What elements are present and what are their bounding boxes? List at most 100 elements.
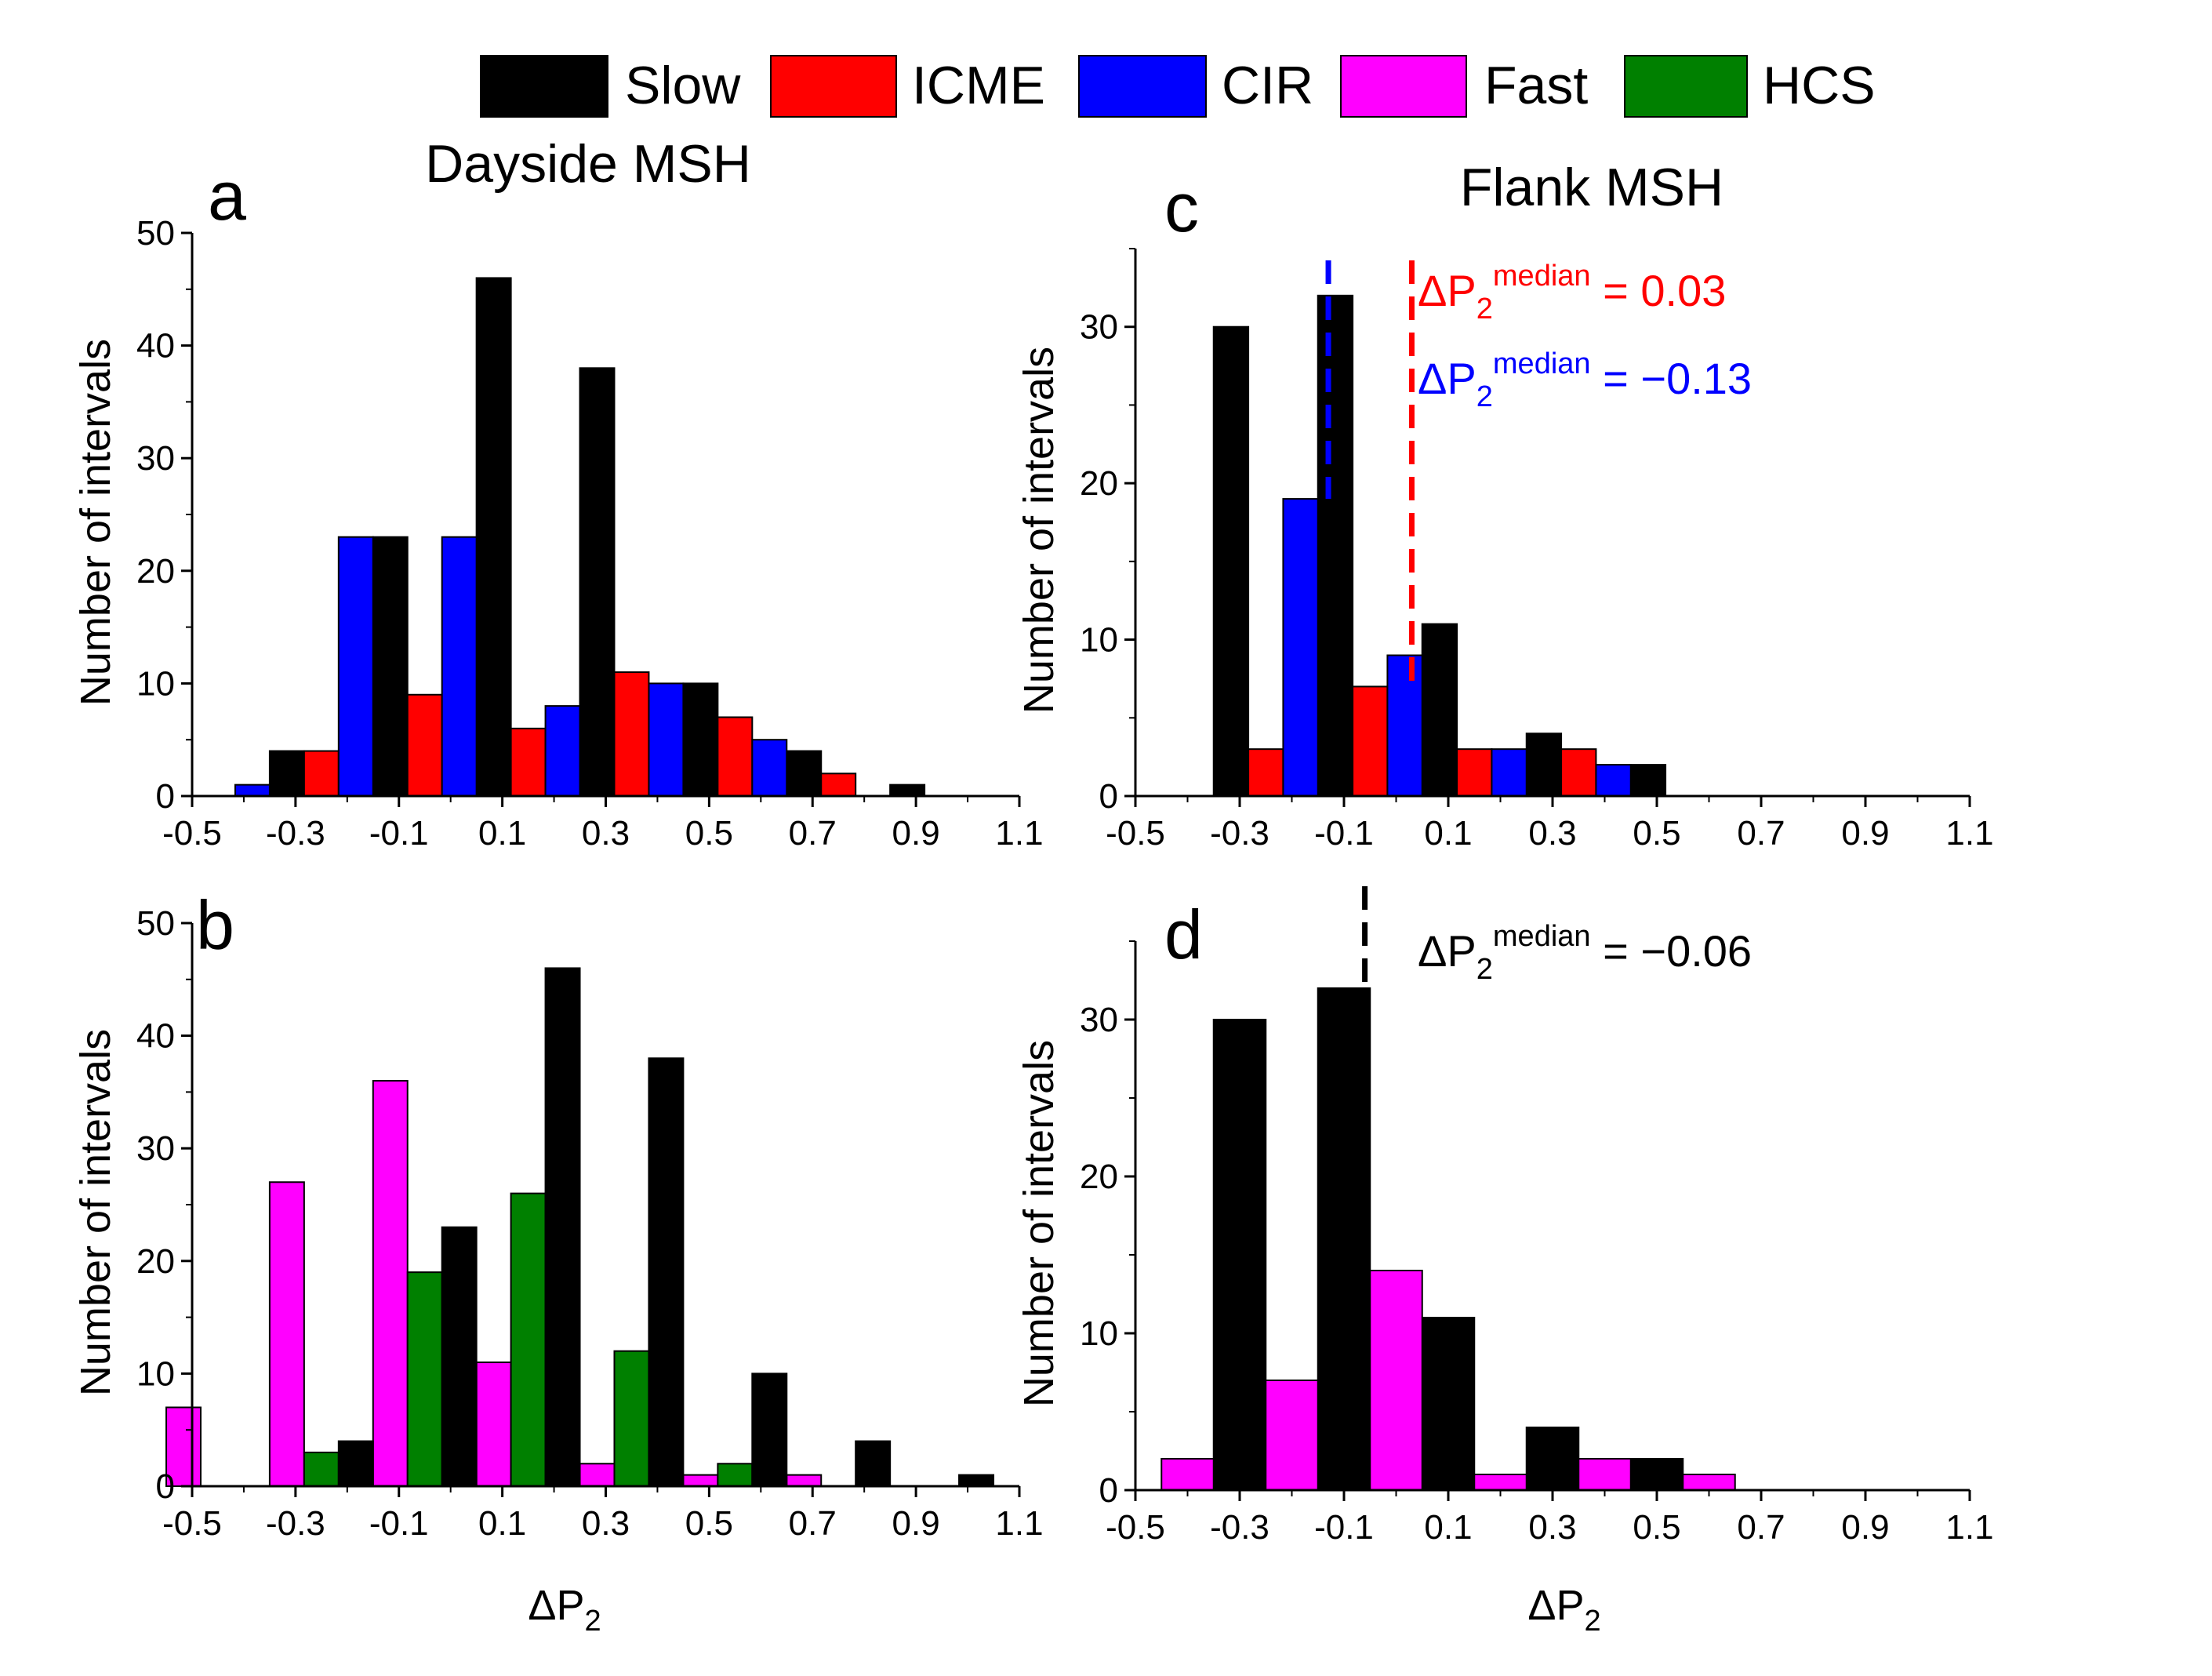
panel-letter-a: a — [208, 157, 246, 234]
bar-a-slow-3 — [579, 367, 616, 797]
x-tick-label-d-7: 0.9 — [1841, 1508, 1889, 1547]
y-axis-label-d: Number of intervals — [1015, 1040, 1062, 1407]
legend-swatch-fast — [1340, 55, 1467, 118]
bar-b-slow-6 — [958, 1474, 995, 1488]
x-tick-label-a-5: 0.5 — [685, 814, 733, 853]
y-tick-label-c-2: 20 — [1080, 464, 1118, 503]
y-tick-label-d-0: 0 — [1099, 1471, 1118, 1510]
panel-letter-d: d — [1164, 896, 1203, 973]
bar-b-fast-5 — [682, 1474, 719, 1488]
y-tick-label-b-5: 50 — [136, 904, 175, 943]
bar-b-slow-4 — [751, 1372, 788, 1488]
legend-swatch-icme — [770, 55, 897, 118]
bar-a-slow-0 — [268, 750, 305, 797]
bar-a-cir-1 — [337, 536, 374, 797]
x-tick-label-a-7: 0.9 — [892, 814, 940, 853]
bar-b-slow-2 — [544, 967, 581, 1487]
y-tick-label-a-3: 30 — [136, 439, 175, 478]
bar-b-hcs-0 — [303, 1451, 340, 1488]
y-axis-label-c: Number of intervals — [1015, 347, 1062, 714]
panel-b: b -0.5 -0.3 -0.1 0.1 0.3 0.5 0.7 0.9 1.1 0 10 20 30 40… — [72, 886, 1044, 1638]
y-tick-label-b-0: 0 — [156, 1467, 175, 1506]
bar-d-fast-4 — [1578, 1458, 1632, 1491]
x-tick-label-d-2: -0.1 — [1314, 1508, 1374, 1547]
bar-a-icme-1 — [406, 693, 443, 798]
legend: Slow ICME CIR Fast HCS — [480, 55, 1876, 118]
y-axis-label-a: Number of intervals — [72, 339, 119, 706]
bar-b-fast-6 — [786, 1474, 823, 1488]
bar-a-cir-4 — [648, 682, 685, 798]
x-tick-label-a-3: 0.1 — [478, 814, 526, 853]
panel-letter-b: b — [196, 886, 234, 964]
bar-b-slow-5 — [855, 1440, 892, 1488]
legend-swatch-slow — [480, 55, 608, 118]
flank-title: Flank MSH — [1460, 158, 1723, 217]
bar-b-hcs-1 — [406, 1271, 443, 1488]
bar-a-cir-0 — [234, 783, 271, 798]
bar-a-cir-2 — [441, 536, 478, 797]
bar-c-icme-0 — [1248, 748, 1284, 798]
bar-a-icme-2 — [510, 727, 547, 798]
panel-letter-c: c — [1164, 169, 1199, 246]
bar-a-slow-2 — [475, 277, 512, 797]
legend-label-hcs: HCS — [1763, 56, 1876, 115]
y-tick-label-b-3: 30 — [136, 1129, 175, 1168]
legend-label-cir: CIR — [1222, 56, 1313, 115]
x-tick-label-b-6: 0.7 — [789, 1504, 837, 1543]
x-tick-label-c-3: 0.1 — [1424, 814, 1472, 853]
legend-label-fast: Fast — [1484, 56, 1588, 115]
bar-c-cir-3 — [1595, 764, 1632, 797]
x-tick-label-b-3: 0.1 — [478, 1504, 526, 1543]
legend-swatch-hcs — [1624, 55, 1748, 118]
bar-d-slow-1 — [1317, 987, 1371, 1491]
bar-d-slow-4 — [1629, 1458, 1684, 1491]
bar-b-fast-1 — [268, 1181, 305, 1488]
bar-d-fast-1 — [1265, 1380, 1319, 1491]
x-axis-label-b: ΔP2 — [528, 1582, 601, 1638]
x-tick-label-b-4: 0.3 — [582, 1504, 630, 1543]
x-tick-label-a-0: -0.5 — [162, 814, 222, 853]
x-tick-label-a-2: -0.1 — [369, 814, 429, 853]
bar-a-slow-6 — [889, 783, 926, 798]
bar-a-icme-4 — [717, 716, 754, 797]
bar-c-icme-3 — [1560, 748, 1597, 798]
median-annotation-d-0: ΔP2median = −0.06 — [1418, 920, 1752, 986]
x-tick-label-a-4: 0.3 — [582, 814, 630, 853]
bar-d-fast-5 — [1682, 1474, 1736, 1491]
x-tick-label-b-0: -0.5 — [162, 1504, 222, 1543]
bar-c-icme-1 — [1352, 685, 1389, 798]
x-tick-label-a-6: 0.7 — [789, 814, 837, 853]
bar-a-icme-5 — [820, 773, 857, 798]
y-tick-label-b-4: 40 — [136, 1017, 175, 1056]
x-tick-label-d-5: 0.5 — [1633, 1508, 1680, 1547]
bar-d-fast-3 — [1473, 1474, 1527, 1491]
y-tick-label-d-2: 20 — [1080, 1158, 1118, 1196]
y-tick-label-b-1: 10 — [136, 1354, 175, 1393]
x-tick-label-b-2: -0.1 — [369, 1504, 429, 1543]
y-tick-label-a-1: 10 — [136, 664, 175, 703]
y-tick-label-a-2: 20 — [136, 552, 175, 591]
x-tick-label-c-5: 0.5 — [1633, 814, 1680, 853]
bar-a-slow-5 — [786, 750, 823, 797]
bar-b-fast-2 — [372, 1080, 409, 1488]
x-tick-label-d-1: -0.3 — [1210, 1508, 1269, 1547]
bar-c-slow-3 — [1525, 733, 1563, 798]
x-tick-label-b-1: -0.3 — [266, 1504, 325, 1543]
legend-label-icme: ICME — [912, 56, 1045, 115]
bar-d-fast-0 — [1160, 1458, 1215, 1491]
x-tick-label-d-0: -0.5 — [1106, 1508, 1165, 1547]
median-annotation-c-1: ΔP2median = −0.13 — [1418, 347, 1752, 413]
bar-b-fast-0 — [165, 1406, 202, 1487]
bar-d-slow-3 — [1525, 1427, 1580, 1491]
x-tick-label-c-2: -0.1 — [1314, 814, 1374, 853]
x-tick-label-d-8: 1.1 — [1945, 1508, 1993, 1547]
x-tick-label-c-4: 0.3 — [1528, 814, 1576, 853]
x-tick-label-c-1: -0.3 — [1210, 814, 1269, 853]
bar-b-slow-1 — [441, 1226, 478, 1487]
y-tick-label-a-5: 50 — [136, 214, 175, 253]
bar-a-slow-1 — [372, 536, 409, 797]
bar-b-slow-0 — [337, 1440, 374, 1488]
x-axis-label-d: ΔP2 — [1527, 1582, 1600, 1638]
y-tick-label-c-0: 0 — [1099, 777, 1118, 816]
